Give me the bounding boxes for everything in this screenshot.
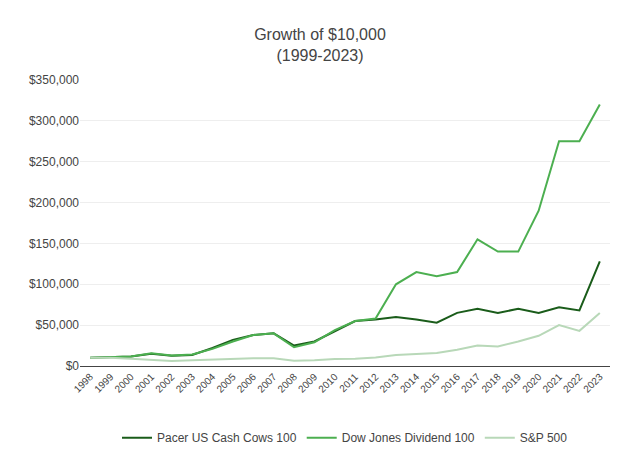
svg-text:2003: 2003 xyxy=(174,371,198,395)
svg-text:2019: 2019 xyxy=(500,371,524,395)
svg-text:2012: 2012 xyxy=(357,371,381,395)
svg-text:2016: 2016 xyxy=(439,371,463,395)
svg-text:2018: 2018 xyxy=(479,371,503,395)
svg-text:2022: 2022 xyxy=(561,371,585,395)
svg-text:S&P 500: S&P 500 xyxy=(520,431,567,445)
svg-text:Pacer US Cash Cows 100: Pacer US Cash Cows 100 xyxy=(157,431,297,445)
svg-text:$150,000: $150,000 xyxy=(29,237,79,251)
svg-text:2023: 2023 xyxy=(581,371,605,395)
svg-text:$0: $0 xyxy=(66,359,80,373)
svg-text:2006: 2006 xyxy=(235,371,259,395)
svg-text:2021: 2021 xyxy=(540,371,564,395)
svg-text:2004: 2004 xyxy=(194,371,218,395)
svg-text:$300,000: $300,000 xyxy=(29,114,79,128)
svg-text:2009: 2009 xyxy=(296,371,320,395)
svg-text:2013: 2013 xyxy=(377,371,401,395)
svg-text:2007: 2007 xyxy=(255,371,279,395)
svg-text:1998: 1998 xyxy=(72,371,96,395)
svg-text:$200,000: $200,000 xyxy=(29,196,79,210)
svg-text:Growth of $10,000(1999-2023): Growth of $10,000(1999-2023) xyxy=(254,26,386,64)
svg-text:2001: 2001 xyxy=(133,371,157,395)
svg-text:Dow Jones Dividend 100: Dow Jones Dividend 100 xyxy=(342,431,475,445)
svg-text:2008: 2008 xyxy=(275,371,299,395)
svg-text:$100,000: $100,000 xyxy=(29,277,79,291)
svg-text:$250,000: $250,000 xyxy=(29,155,79,169)
svg-text:2002: 2002 xyxy=(153,371,177,395)
svg-text:2015: 2015 xyxy=(418,371,442,395)
svg-text:2011: 2011 xyxy=(337,371,360,394)
svg-text:$50,000: $50,000 xyxy=(36,318,80,332)
svg-text:2020: 2020 xyxy=(520,371,544,395)
svg-text:2014: 2014 xyxy=(398,371,422,395)
svg-text:2010: 2010 xyxy=(316,371,340,395)
svg-text:$350,000: $350,000 xyxy=(29,73,79,87)
svg-text:2005: 2005 xyxy=(214,371,238,395)
svg-text:2000: 2000 xyxy=(112,371,136,395)
svg-text:2017: 2017 xyxy=(459,371,483,395)
svg-text:1999: 1999 xyxy=(92,371,116,395)
